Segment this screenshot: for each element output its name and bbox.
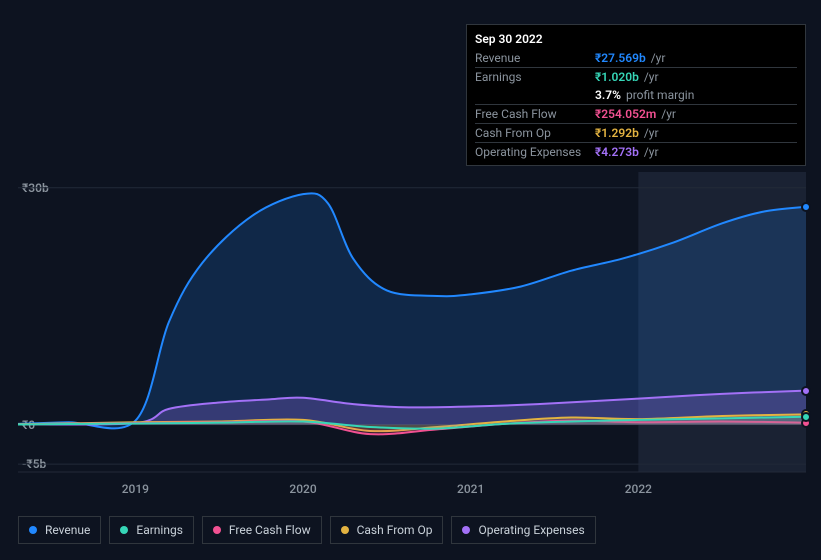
- legend-item-label: Operating Expenses: [478, 523, 584, 537]
- legend-item-label: Revenue: [45, 523, 90, 537]
- series-end-dot-opex: [801, 386, 811, 396]
- tooltip-row: Cash From Op₹1.292b /yr: [475, 123, 797, 142]
- legend-item-opex[interactable]: Operating Expenses: [451, 516, 595, 544]
- legend-item-label: Earnings: [136, 523, 183, 537]
- tooltip-date: Sep 30 2022: [475, 29, 797, 49]
- chart-legend: Revenue Earnings Free Cash Flow Cash From O…: [18, 516, 596, 544]
- tooltip-row-label: Revenue: [475, 51, 595, 65]
- tooltip-row: Earnings₹1.020b /yr: [475, 67, 797, 86]
- tooltip-row: Operating Expenses₹4.273b /yr: [475, 142, 797, 161]
- tooltip-row-value: ₹1.292b /yr: [595, 126, 797, 140]
- legend-dot-icon: [341, 526, 349, 534]
- legend-item-label: Free Cash Flow: [229, 523, 311, 537]
- tooltip-row-value: 3.7% profit margin: [595, 88, 797, 102]
- tooltip-row-value: ₹254.052m /yr: [595, 107, 797, 121]
- series-end-dot-earnings: [801, 412, 811, 422]
- legend-item-label: Cash From Op: [357, 523, 433, 537]
- legend-item-fcf[interactable]: Free Cash Flow: [202, 516, 322, 544]
- tooltip-row-value: ₹27.569b /yr: [595, 51, 797, 65]
- tooltip-row-label: Earnings: [475, 70, 595, 84]
- legend-dot-icon: [29, 526, 37, 534]
- tooltip-row: Revenue₹27.569b /yr: [475, 49, 797, 67]
- chart-tooltip: Sep 30 2022 Revenue₹27.569b /yrEarnings₹…: [466, 24, 806, 166]
- tooltip-row-label: Operating Expenses: [475, 145, 595, 159]
- tooltip-row: Free Cash Flow₹254.052m /yr: [475, 104, 797, 123]
- legend-item-earnings[interactable]: Earnings: [109, 516, 194, 544]
- legend-dot-icon: [462, 526, 470, 534]
- legend-dot-icon: [213, 526, 221, 534]
- legend-item-cash_from_op[interactable]: Cash From Op: [330, 516, 444, 544]
- tooltip-row-value: ₹4.273b /yr: [595, 145, 797, 159]
- legend-dot-icon: [120, 526, 128, 534]
- tooltip-row-value: ₹1.020b /yr: [595, 70, 797, 84]
- chart-svg: [18, 160, 806, 485]
- tooltip-rows: Revenue₹27.569b /yrEarnings₹1.020b /yr3.…: [475, 49, 797, 161]
- chart-plot-area[interactable]: [18, 160, 806, 485]
- financial-performance-chart: { "tooltip": { "date": "Sep 30 2022", "r…: [0, 0, 821, 560]
- series-end-dot-revenue: [801, 202, 811, 212]
- tooltip-row-label: Cash From Op: [475, 126, 595, 140]
- legend-item-revenue[interactable]: Revenue: [18, 516, 101, 544]
- tooltip-row-label: [475, 88, 595, 102]
- tooltip-row: 3.7% profit margin: [475, 86, 797, 104]
- tooltip-row-label: Free Cash Flow: [475, 107, 595, 121]
